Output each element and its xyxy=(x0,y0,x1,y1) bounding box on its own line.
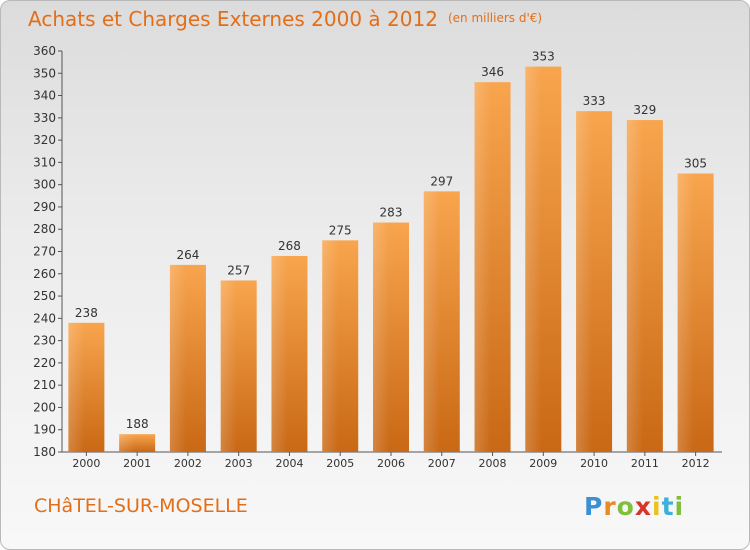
y-tick-label: 320 xyxy=(33,133,56,147)
logo-letter: i xyxy=(674,492,685,521)
y-tick-label: 240 xyxy=(33,311,56,325)
bar-highlight xyxy=(68,322,85,452)
x-tick-label: 2006 xyxy=(377,457,405,470)
y-tick-label: 250 xyxy=(33,289,56,303)
y-tick-label: 360 xyxy=(33,44,56,58)
data-label: 305 xyxy=(684,157,707,171)
data-label: 297 xyxy=(430,174,453,188)
data-label: 257 xyxy=(227,263,250,277)
x-tick-label: 2009 xyxy=(529,457,557,470)
y-tick-label: 220 xyxy=(33,356,56,370)
data-label: 346 xyxy=(481,65,504,79)
x-tick-label: 2004 xyxy=(275,457,303,470)
bar-highlight xyxy=(322,240,339,452)
proxiti-logo: Proxiti xyxy=(584,492,684,521)
x-tick-label: 2005 xyxy=(326,457,354,470)
x-tick-label: 2012 xyxy=(682,457,710,470)
bar-highlight xyxy=(525,66,542,452)
x-tick-label: 2010 xyxy=(580,457,608,470)
data-label: 283 xyxy=(380,206,403,220)
y-tick-label: 180 xyxy=(33,445,56,459)
data-label: 268 xyxy=(278,239,301,253)
y-tick-label: 300 xyxy=(33,178,56,192)
x-tick-label: 2007 xyxy=(428,457,456,470)
y-tick-label: 290 xyxy=(33,200,56,214)
data-label: 238 xyxy=(75,306,98,320)
bar-highlight xyxy=(626,120,644,453)
bar-highlight xyxy=(576,111,593,453)
data-label: 275 xyxy=(329,223,352,237)
y-tick-label: 310 xyxy=(33,155,56,169)
logo-letter: i xyxy=(652,492,662,521)
chart-title: Achats et Charges Externes 2000 à 2012 (e… xyxy=(28,7,542,31)
bars: 238 188 264 257 268 275 283 297 346 353 333 329 305 xyxy=(68,50,714,453)
y-tick-label: 340 xyxy=(33,89,56,103)
y-tick-label: 260 xyxy=(33,267,56,281)
y-tick-label: 330 xyxy=(33,111,56,125)
y-tick-label: 230 xyxy=(33,334,56,348)
data-label: 329 xyxy=(633,103,656,117)
logo-letter: t xyxy=(661,492,675,521)
x-tick-label: 2000 xyxy=(72,457,100,470)
bar-highlight xyxy=(271,255,288,452)
logo-letter: o xyxy=(616,492,635,521)
y-tick-label: 280 xyxy=(33,222,56,236)
title-text: Achats et Charges Externes 2000 à 2012 xyxy=(28,7,438,31)
bar-highlight xyxy=(423,191,440,452)
x-tick-label: 2002 xyxy=(174,457,202,470)
bar-highlight xyxy=(169,264,187,452)
bar-highlight xyxy=(373,222,390,452)
logo-letter: x xyxy=(634,492,652,521)
data-label: 333 xyxy=(583,94,606,108)
bar-highlight xyxy=(677,173,694,452)
y-tick-label: 200 xyxy=(33,400,56,414)
logo-letter: r xyxy=(603,492,617,521)
data-label: 353 xyxy=(532,50,555,64)
bar-highlight xyxy=(474,82,491,452)
y-tick-label: 210 xyxy=(33,378,56,392)
title-unit: (en milliers d'€) xyxy=(447,11,543,25)
data-label: 188 xyxy=(126,417,149,431)
x-tick-label: 2008 xyxy=(479,457,507,470)
city-name: CHâTEL-SUR-MOSELLE xyxy=(34,495,248,517)
logo-letter: P xyxy=(584,492,604,521)
x-tick-label: 2001 xyxy=(123,457,151,470)
y-tick-label: 190 xyxy=(33,423,56,437)
x-tick-label: 2003 xyxy=(225,457,253,470)
x-tick-label: 2011 xyxy=(631,457,659,470)
bar-highlight xyxy=(220,280,237,452)
y-tick-label: 350 xyxy=(33,66,56,80)
bar-highlight xyxy=(119,434,136,452)
y-tick-label: 270 xyxy=(33,245,56,259)
axes: 180 190 200 210 220 230 240 250 260 270 280 290 300 3… xyxy=(33,44,722,470)
data-label: 264 xyxy=(176,248,199,262)
